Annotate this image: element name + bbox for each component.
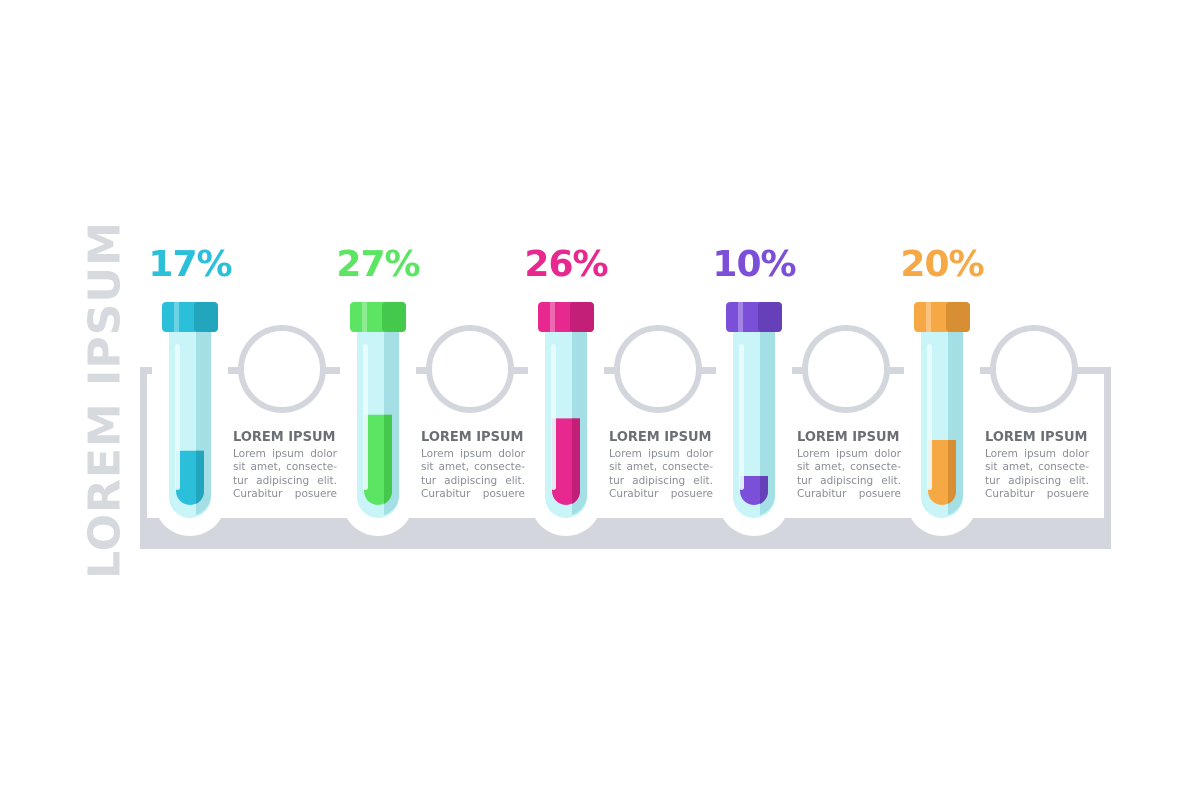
tube-highlight [739,344,744,490]
item-title: LOREM IPSUM [985,430,1088,445]
tube-cap-shade [382,302,406,332]
tube-highlight [175,344,180,490]
percent-label: 26% [524,244,608,285]
test-tube-3 [528,300,702,536]
item-text-block: LOREM IPSUM Lorem ipsum dolor sit amet, c… [233,430,337,501]
test-tube-1 [152,300,326,536]
item-body: Lorem ipsum dolor sit amet, consecte-tur… [609,448,713,500]
tube-cap-highlight [926,302,931,332]
ring-icon [614,325,702,413]
item-body: Lorem ipsum dolor sit amet, consecte-tur… [797,448,901,500]
side-title: LOREM IPSUM [79,221,131,579]
tube-cap-highlight [174,302,179,332]
percent-label: 20% [900,244,984,285]
test-tube-4 [716,300,890,536]
tube-highlight [927,344,932,490]
ring-icon [990,325,1078,413]
ring-icon [802,325,890,413]
tube-cap-shade [570,302,594,332]
test-tube-5 [904,300,1078,536]
test-tube-2 [340,300,514,536]
item-text-block: LOREM IPSUM Lorem ipsum dolor sit amet, c… [797,430,901,501]
tube-liquid-shade [948,440,957,504]
item-text-block: LOREM IPSUM Lorem ipsum dolor sit amet, c… [609,430,713,501]
item-title: LOREM IPSUM [233,430,336,445]
tube-liquid-shade [572,418,581,504]
tube-cap-shade [946,302,970,332]
frame-right-line [1104,367,1111,527]
item-title: LOREM IPSUM [797,430,900,445]
tube-cap-highlight [362,302,367,332]
item-title: LOREM IPSUM [609,430,712,445]
tube-liquid-shade [760,476,769,504]
item-text-block: LOREM IPSUM Lorem ipsum dolor sit amet, c… [421,430,525,501]
tube-cap-highlight [550,302,555,332]
item-body: Lorem ipsum dolor sit amet, consecte-tur… [985,448,1089,500]
percent-label: 10% [712,244,796,285]
tube-cap-shade [194,302,218,332]
tube-liquid-shade [384,414,393,504]
frame-left-line [140,367,147,527]
percent-label: 27% [336,244,420,285]
item-text-block: LOREM IPSUM Lorem ipsum dolor sit amet, c… [985,430,1089,501]
percent-label: 17% [148,244,232,285]
ring-icon [426,325,514,413]
ring-icon [238,325,326,413]
tube-liquid-shade [196,450,205,504]
item-body: Lorem ipsum dolor sit amet, consecte-tur… [421,448,525,500]
tube-glass-shade [760,332,775,515]
tube-cap-shade [758,302,782,332]
item-body: Lorem ipsum dolor sit amet, consecte-tur… [233,448,337,500]
tube-cap-highlight [738,302,743,332]
tube-highlight [363,344,368,490]
item-title: LOREM IPSUM [421,430,524,445]
tube-highlight [551,344,556,490]
